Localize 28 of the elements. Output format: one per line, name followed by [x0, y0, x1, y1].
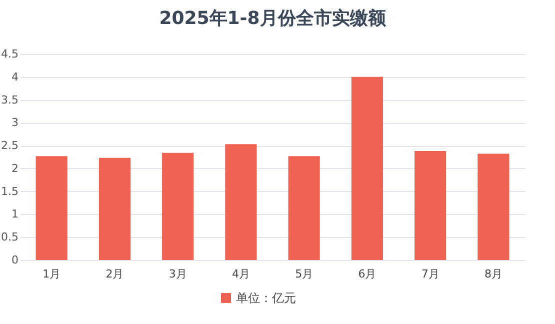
y-tick-label: 3.5 [1, 93, 18, 106]
y-tick-label: 4 [12, 70, 18, 84]
bar [162, 152, 194, 260]
x-tick-label: 1月 [42, 268, 61, 280]
x-tick-label: 5月 [295, 268, 314, 280]
bar [478, 154, 510, 260]
bar [36, 156, 68, 260]
bar [414, 151, 446, 260]
y-tick-label: 0 [12, 254, 18, 266]
y-tick-label: 0.5 [1, 230, 18, 244]
x-tick-label: 3月 [168, 268, 187, 280]
x-tick-label: 4月 [232, 268, 250, 280]
y-tick-label: 1 [12, 208, 18, 221]
legend-label: 单位：亿元 [236, 291, 296, 305]
x-tick-label: 7月 [421, 268, 440, 280]
x-tick-label: 6月 [358, 268, 376, 280]
y-tick-label: 2 [12, 162, 18, 175]
x-tick-label: 2月 [106, 268, 124, 280]
y-tick-label: 3 [12, 116, 18, 130]
bar [288, 156, 320, 260]
bar [351, 76, 383, 260]
y-tick-label: 2.5 [1, 139, 18, 152]
x-tick-label: 8月 [484, 268, 502, 280]
y-tick-label: 1.5 [1, 184, 18, 198]
bar [98, 158, 130, 260]
chart-title: 2025年1-8月份全市实缴额 [159, 8, 387, 29]
bar [225, 144, 257, 260]
y-tick-label: 4.5 [1, 48, 18, 60]
